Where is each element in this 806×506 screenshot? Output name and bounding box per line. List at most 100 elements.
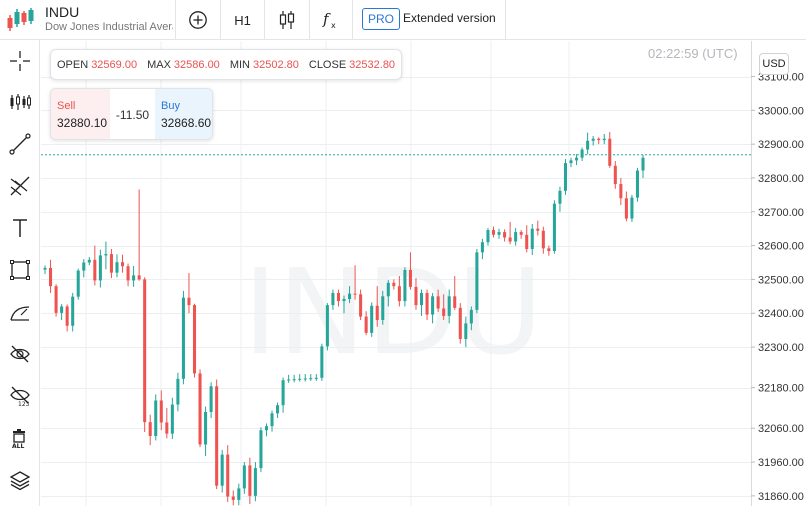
- candle-body: [392, 282, 396, 287]
- price-tick-label: 32700.00: [758, 207, 804, 219]
- timeframe-button[interactable]: H1: [221, 0, 264, 40]
- symbol-ticker[interactable]: INDU: [45, 4, 80, 20]
- max-value: 32586.00: [173, 58, 220, 71]
- candles-logo-icon: [7, 8, 34, 31]
- delete-all-tool[interactable]: ALL: [0, 418, 40, 458]
- add-symbol-button[interactable]: [176, 0, 220, 40]
- candle-body: [154, 400, 158, 436]
- chart-type-button[interactable]: [265, 0, 309, 40]
- layers-icon: [9, 471, 31, 491]
- sell-button[interactable]: Sell 32880.10: [51, 89, 110, 139]
- candle-body: [209, 386, 213, 412]
- svg-text:x: x: [331, 21, 336, 30]
- candle-body: [597, 138, 601, 141]
- candle-body: [314, 377, 318, 379]
- text-tool[interactable]: [0, 208, 40, 248]
- indicators-function-button[interactable]: f x: [310, 0, 352, 40]
- candle-body: [253, 468, 257, 496]
- extended-version-link[interactable]: Extended version: [403, 11, 496, 25]
- price-tick-label: 31960.00: [758, 457, 804, 469]
- open-label: OPEN: [57, 58, 89, 71]
- candle-body: [49, 267, 53, 287]
- price-axis[interactable]: 33100.0033000.0032900.0032800.0032700.00…: [751, 41, 804, 506]
- candle-body: [54, 286, 58, 313]
- currency-button[interactable]: USD: [759, 53, 789, 75]
- rectangle-icon: [10, 260, 30, 280]
- sell-price: 32880.10: [57, 116, 108, 130]
- timeframe-label: H1: [234, 12, 251, 28]
- trend-line-icon: [9, 133, 31, 155]
- candle-body: [137, 275, 141, 280]
- price-tick-label: 32800.00: [758, 173, 804, 185]
- candle-body: [82, 262, 86, 271]
- open-value: 32569.00: [91, 58, 138, 71]
- candle-body: [558, 190, 562, 204]
- candle-body: [126, 266, 130, 281]
- buy-button[interactable]: Buy 32868.60: [155, 89, 212, 139]
- toolbar-divider: [175, 0, 176, 40]
- candle-body: [292, 379, 296, 381]
- candle-body: [76, 270, 80, 297]
- indicators-tool[interactable]: [0, 82, 40, 122]
- add-icon: [189, 11, 207, 29]
- brush-icon: [10, 306, 30, 321]
- candle-body: [248, 465, 252, 496]
- svg-text:123: 123: [18, 401, 30, 407]
- candle-body: [403, 269, 407, 302]
- candle-body: [370, 305, 374, 333]
- hide-drawings-tool[interactable]: [0, 334, 40, 374]
- symbol-name: Dow Jones Industrial Average: [45, 21, 173, 33]
- price-tick-label: 32180.00: [758, 383, 804, 395]
- chart-grid: [41, 41, 751, 506]
- candle-body: [536, 228, 540, 231]
- crosshair-icon: [10, 51, 30, 71]
- candle-body: [204, 411, 208, 445]
- layers-tool[interactable]: [0, 460, 40, 500]
- candle-body: [447, 296, 451, 316]
- candle-body: [580, 149, 584, 158]
- min-label: MIN: [229, 58, 250, 71]
- price-chart[interactable]: INDU 33100.0033000.0032900.0032800.00327…: [41, 41, 806, 506]
- candle-body: [514, 232, 518, 242]
- price-tick-label: 32900.00: [758, 139, 804, 151]
- candle-body: [231, 496, 235, 500]
- fibonacci-tool[interactable]: [0, 166, 40, 206]
- brush-tool[interactable]: [0, 292, 40, 332]
- candle-body: [480, 242, 484, 253]
- candle-body: [613, 165, 617, 185]
- crosshair-tool[interactable]: [0, 41, 40, 81]
- candle-body: [547, 248, 551, 252]
- candle-body: [530, 228, 534, 249]
- candle-body: [508, 237, 512, 242]
- pro-badge[interactable]: PRO: [362, 8, 401, 30]
- candle-body: [635, 170, 639, 198]
- trend-line-tool[interactable]: [0, 124, 40, 164]
- candle-body: [242, 465, 246, 489]
- chart-watermark: INDU: [243, 243, 543, 381]
- candle-body: [519, 232, 523, 235]
- max-label: MAX: [147, 58, 171, 71]
- ohlc-panel: OPEN 32569.00 MAX 32586.00 MIN 32502.80 …: [50, 49, 403, 80]
- candle-body: [541, 230, 545, 249]
- candle-body: [408, 269, 412, 287]
- price-tick-label: 32400.00: [758, 308, 804, 320]
- fibonacci-icon: [10, 176, 30, 196]
- candle-body: [425, 292, 429, 315]
- candle-body: [165, 422, 169, 434]
- hide-labels-tool[interactable]: 123: [0, 376, 40, 416]
- buy-label: Buy: [161, 100, 180, 112]
- candle-body: [619, 184, 623, 199]
- candle-body: [170, 404, 174, 434]
- candle-body: [331, 292, 335, 306]
- candle-body: [87, 259, 91, 263]
- candle-body: [525, 234, 529, 249]
- candle-body: [491, 230, 496, 235]
- rectangle-tool[interactable]: [0, 250, 40, 290]
- candle-body: [43, 267, 47, 270]
- candle-body: [303, 378, 307, 380]
- candle-body: [220, 454, 224, 486]
- candle-body: [641, 157, 645, 171]
- candlestick-type-icon: [279, 11, 295, 29]
- candle-body: [309, 378, 313, 380]
